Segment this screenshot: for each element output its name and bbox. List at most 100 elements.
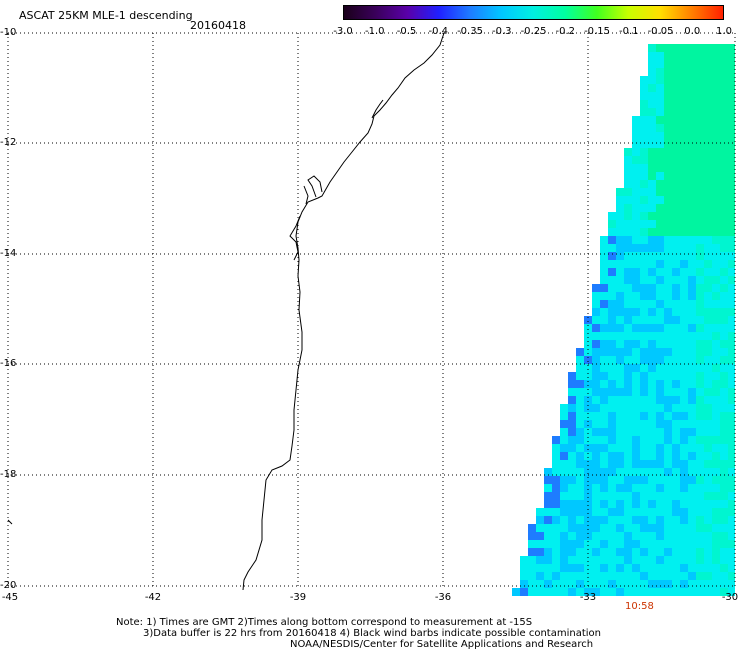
wind-speed-cell: [656, 340, 664, 348]
wind-speed-cell: [592, 308, 600, 316]
wind-speed-cell: [608, 412, 616, 420]
wind-speed-cell: [600, 532, 608, 540]
wind-speed-cell: [616, 500, 624, 508]
wind-speed-cell: [720, 260, 728, 268]
wind-speed-cell: [688, 68, 696, 76]
wind-speed-cell: [576, 580, 584, 588]
wind-speed-cell: [688, 436, 696, 444]
wind-speed-cell: [648, 412, 656, 420]
wind-speed-cell: [592, 356, 600, 364]
wind-speed-cell: [624, 372, 632, 380]
wind-speed-cell: [720, 460, 728, 468]
wind-speed-cell: [568, 540, 576, 548]
wind-speed-cell: [704, 348, 712, 356]
wind-speed-cell: [624, 220, 632, 228]
wind-speed-cell: [624, 252, 632, 260]
longitude-label: -45: [1, 592, 19, 603]
wind-speed-cell: [728, 84, 735, 92]
wind-speed-cell: [728, 108, 735, 116]
wind-speed-cell: [616, 548, 624, 556]
wind-speed-cell: [560, 556, 568, 564]
wind-speed-cell: [664, 156, 672, 164]
wind-speed-cell: [704, 284, 712, 292]
wind-speed-cell: [656, 524, 664, 532]
wind-speed-cell: [632, 516, 640, 524]
wind-speed-cell: [688, 268, 696, 276]
wind-speed-cell: [528, 564, 536, 572]
wind-speed-cell: [720, 556, 728, 564]
wind-speed-cell: [720, 332, 728, 340]
wind-speed-cell: [544, 524, 552, 532]
wind-speed-cell: [616, 540, 624, 548]
wind-speed-cell: [680, 68, 688, 76]
wind-speed-cell: [704, 468, 712, 476]
wind-speed-cell: [672, 396, 680, 404]
wind-speed-cell: [576, 484, 584, 492]
wind-speed-cell: [624, 428, 632, 436]
wind-speed-cell: [656, 364, 664, 372]
wind-speed-cell: [704, 388, 712, 396]
wind-speed-cell: [608, 268, 616, 276]
wind-speed-cell: [576, 540, 584, 548]
wind-speed-cell: [648, 372, 656, 380]
wind-speed-cell: [720, 316, 728, 324]
wind-speed-cell: [640, 236, 648, 244]
wind-speed-cell: [624, 380, 632, 388]
wind-speed-cell: [648, 308, 656, 316]
wind-speed-cell: [608, 316, 616, 324]
wind-speed-cell: [568, 548, 576, 556]
wind-speed-cell: [632, 196, 640, 204]
wind-speed-cell: [640, 148, 648, 156]
wind-speed-cell: [528, 532, 536, 540]
wind-speed-cell: [728, 76, 735, 84]
wind-speed-cell: [680, 308, 688, 316]
wind-speed-cell: [688, 52, 696, 60]
wind-speed-cell: [720, 540, 728, 548]
wind-speed-cell: [704, 164, 712, 172]
wind-speed-cell: [672, 300, 680, 308]
wind-speed-cell: [616, 372, 624, 380]
wind-speed-cell: [664, 588, 672, 596]
wind-speed-cell: [568, 524, 576, 532]
wind-speed-cell: [560, 564, 568, 572]
wind-speed-cell: [672, 524, 680, 532]
wind-speed-cell: [552, 564, 560, 572]
wind-speed-cell: [616, 492, 624, 500]
wind-speed-cell: [672, 404, 680, 412]
wind-speed-cell: [640, 468, 648, 476]
wind-speed-cell: [664, 532, 672, 540]
longitude-label: -39: [289, 592, 307, 603]
wind-speed-cell: [664, 132, 672, 140]
wind-speed-cell: [656, 156, 664, 164]
wind-speed-cell: [632, 348, 640, 356]
wind-speed-cell: [632, 492, 640, 500]
wind-speed-cell: [720, 404, 728, 412]
wind-speed-cell: [672, 532, 680, 540]
wind-speed-cell: [568, 420, 576, 428]
wind-speed-cell: [528, 540, 536, 548]
wind-speed-cell: [656, 332, 664, 340]
wind-speed-cell: [632, 156, 640, 164]
wind-speed-cell: [640, 156, 648, 164]
wind-speed-cell: [568, 396, 576, 404]
wind-speed-cell: [600, 556, 608, 564]
wind-speed-cell: [568, 492, 576, 500]
wind-speed-cell: [656, 356, 664, 364]
wind-speed-cell: [720, 428, 728, 436]
wind-speed-cell: [648, 500, 656, 508]
wind-speed-cell: [552, 436, 560, 444]
wind-speed-cell: [632, 412, 640, 420]
wind-speed-cell: [656, 284, 664, 292]
wind-speed-cell: [656, 116, 664, 124]
wind-speed-cell: [728, 540, 735, 548]
wind-speed-cell: [664, 44, 672, 52]
wind-speed-cell: [640, 548, 648, 556]
wind-speed-cell: [592, 388, 600, 396]
wind-speed-cell: [616, 284, 624, 292]
wind-speed-cell: [656, 372, 664, 380]
wind-speed-cell: [656, 108, 664, 116]
wind-speed-cell: [648, 364, 656, 372]
wind-speed-cell: [672, 324, 680, 332]
wind-speed-cell: [720, 228, 728, 236]
wind-speed-cell: [648, 420, 656, 428]
